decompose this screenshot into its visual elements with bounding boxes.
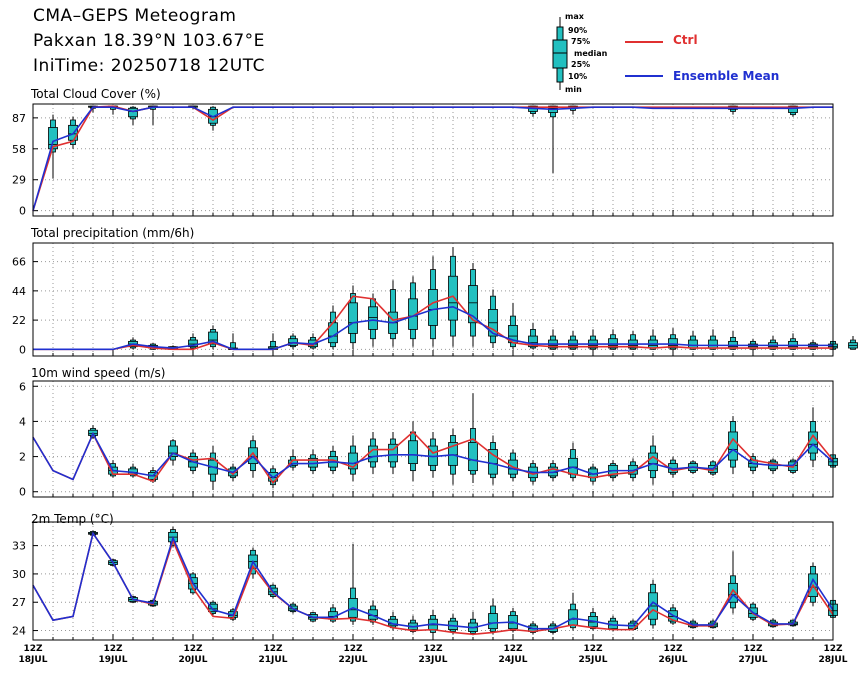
- box-inner: [368, 306, 378, 330]
- x-tick-label-date: 26JUL: [659, 655, 688, 665]
- panel-title: Total Cloud Cover (%): [30, 87, 161, 101]
- legend-key-max: max: [565, 12, 584, 21]
- y-tick-label: 4: [19, 415, 26, 428]
- box-inner: [448, 275, 458, 321]
- legend-key-p25: 25%: [571, 60, 591, 69]
- x-tick-label-date: 27JUL: [739, 655, 768, 665]
- y-tick-label: 2: [19, 451, 26, 464]
- box-inner: [648, 452, 658, 472]
- x-tick-label-hour: 12Z: [263, 644, 283, 654]
- box-inner: [448, 442, 458, 466]
- box-inner: [428, 289, 438, 326]
- legend-key-min: min: [565, 85, 582, 94]
- y-tick-label: 6: [19, 380, 26, 393]
- x-tick-label-date: 22JUL: [339, 655, 368, 665]
- box-inner: [348, 452, 358, 470]
- legend-key-p90: 90%: [568, 26, 588, 35]
- box-inner: [568, 457, 578, 475]
- y-tick-label: 30: [12, 568, 26, 581]
- x-tick-label-hour: 12Z: [23, 644, 43, 654]
- box-inner: [488, 449, 498, 475]
- box-inner: [388, 443, 398, 463]
- box-inner: [468, 442, 478, 472]
- y-tick-label: 66: [12, 256, 26, 269]
- y-tick-label: 27: [12, 596, 26, 609]
- legend-key-p75: 75%: [571, 37, 591, 46]
- x-tick-label-date: 24JUL: [499, 655, 528, 665]
- ens-mean-series-line: [32, 431, 834, 481]
- box-inner: [468, 285, 478, 324]
- box-inner: [208, 603, 218, 613]
- y-tick-label: 33: [12, 540, 26, 553]
- panel-frame: [32, 521, 834, 641]
- ens-mean-series-line: [32, 106, 833, 211]
- y-tick-label: 0: [19, 205, 26, 218]
- box-inner: [128, 107, 138, 118]
- ctrl-series-line: [33, 295, 833, 351]
- x-tick-label-hour: 12Z: [343, 644, 363, 654]
- location-label: Pakxan 18.39°N 103.67°E: [33, 31, 265, 51]
- x-tick-label-hour: 12Z: [103, 644, 123, 654]
- y-tick-label: 0: [19, 343, 26, 356]
- legend-ens-label: Ensemble Mean: [673, 69, 780, 83]
- y-tick-label: 0: [19, 486, 26, 499]
- legend-key-median: median: [574, 49, 608, 58]
- x-tick-label-hour: 12Z: [503, 644, 523, 654]
- box-inner: [688, 339, 698, 349]
- box-inner: [368, 445, 378, 463]
- x-tick-label-hour: 12Z: [183, 644, 203, 654]
- x-tick-label-date: 18JUL: [19, 655, 48, 665]
- box-inner: [788, 105, 798, 113]
- y-tick-label: 44: [12, 285, 26, 298]
- x-tick-label-hour: 12Z: [423, 644, 443, 654]
- legend-ctrl-label: Ctrl: [673, 33, 698, 47]
- x-tick-label-hour: 12Z: [823, 644, 843, 654]
- x-tick-label-date: 28JUL: [819, 655, 848, 665]
- x-tick-label-hour: 12Z: [743, 644, 763, 654]
- x-tick-label-date: 20JUL: [179, 655, 208, 665]
- y-tick-label: 24: [12, 625, 26, 638]
- box-inner: [728, 582, 738, 603]
- panel-title: 2m Temp (°C): [31, 512, 114, 526]
- y-tick-label: 87: [12, 112, 26, 125]
- box-inner: [208, 331, 218, 345]
- panel-frame: [32, 242, 834, 357]
- box-inner: [488, 613, 498, 630]
- init-time-label: IniTime: 20250718 12UTC: [33, 56, 266, 76]
- panel-title: Total precipitation (mm/6h): [30, 226, 194, 240]
- panel-title: 10m wind speed (m/s): [31, 366, 165, 380]
- y-tick-label: 29: [12, 174, 26, 187]
- box-inner: [728, 431, 738, 461]
- box-inner: [348, 302, 358, 334]
- y-tick-label: 22: [12, 314, 26, 327]
- x-tick-label-date: 21JUL: [259, 655, 288, 665]
- legend-key-p10: 10%: [568, 72, 588, 81]
- legend-box-inner: [552, 39, 568, 69]
- x-tick-label-hour: 12Z: [663, 644, 683, 654]
- x-tick-label-date: 25JUL: [579, 655, 608, 665]
- box-inner: [188, 339, 198, 348]
- x-tick-label-date: 23JUL: [419, 655, 448, 665]
- x-tick-label-hour: 12Z: [583, 644, 603, 654]
- chart-title: CMA–GEPS Meteogram: [33, 6, 237, 26]
- panel-frame: [32, 380, 834, 498]
- box-inner: [168, 445, 178, 457]
- panel-frame: [32, 103, 834, 217]
- box-inner: [568, 609, 578, 626]
- ens-mean-series-line: [32, 531, 834, 630]
- box-inner: [528, 335, 538, 348]
- box-inner: [408, 440, 418, 465]
- ens-mean-series-line: [33, 305, 833, 351]
- box-inner: [708, 339, 718, 349]
- y-tick-label: 58: [12, 143, 26, 156]
- x-tick-label-date: 19JUL: [99, 655, 128, 665]
